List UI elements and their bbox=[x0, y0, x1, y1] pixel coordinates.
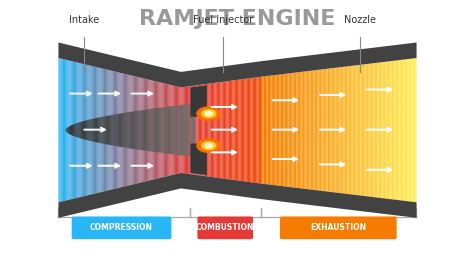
Text: EXHAUSTION: EXHAUSTION bbox=[310, 223, 366, 232]
Circle shape bbox=[205, 144, 212, 148]
FancyBboxPatch shape bbox=[280, 217, 397, 239]
Circle shape bbox=[197, 139, 220, 152]
Circle shape bbox=[201, 142, 216, 150]
Text: RAMJET ENGINE: RAMJET ENGINE bbox=[139, 9, 335, 29]
FancyBboxPatch shape bbox=[197, 217, 253, 239]
Circle shape bbox=[201, 110, 216, 118]
FancyBboxPatch shape bbox=[72, 217, 172, 239]
Circle shape bbox=[197, 107, 220, 120]
Text: Fuel Injector: Fuel Injector bbox=[193, 15, 253, 25]
Text: COMPRESSION: COMPRESSION bbox=[90, 223, 153, 232]
Text: COMBUSTION: COMBUSTION bbox=[196, 223, 255, 232]
Circle shape bbox=[205, 112, 212, 116]
Text: Nozzle: Nozzle bbox=[344, 15, 375, 25]
Text: Intake: Intake bbox=[69, 15, 99, 25]
